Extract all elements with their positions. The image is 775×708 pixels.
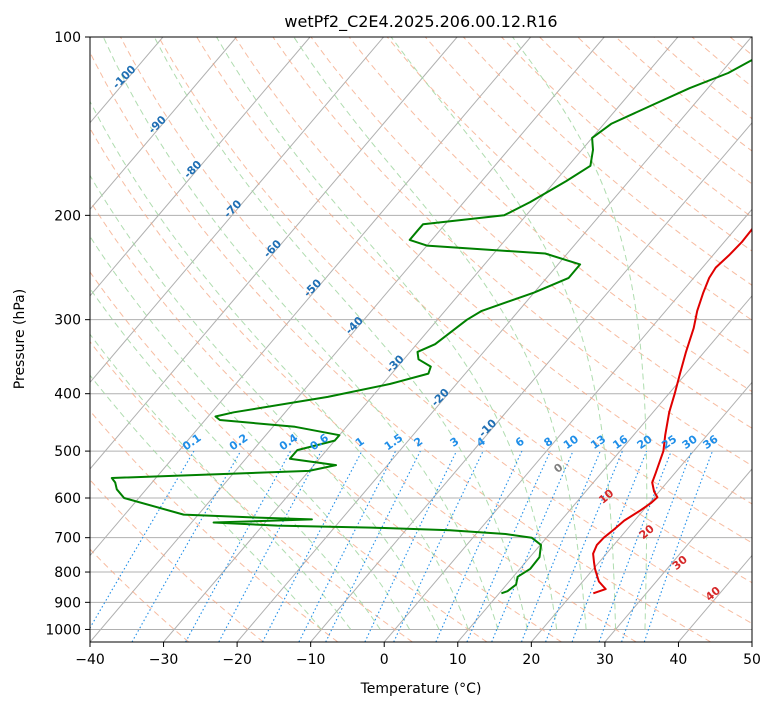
isotherm-line xyxy=(457,295,752,642)
moist-adiabat xyxy=(102,37,499,630)
x-tick-label: −40 xyxy=(75,652,105,668)
dry-adiabat xyxy=(272,37,752,467)
x-tick-label: −30 xyxy=(149,652,179,668)
isotherm-line xyxy=(90,37,237,211)
mixing-ratio-line xyxy=(545,450,623,642)
isotherm-line xyxy=(90,37,311,297)
dry-adiabat xyxy=(234,37,752,505)
isotherm-line xyxy=(90,37,532,557)
isotherm-line xyxy=(236,37,752,642)
y-tick-label: 800 xyxy=(54,565,81,581)
mixing-ratio-line xyxy=(298,450,397,642)
mixing-ratio-line xyxy=(598,450,672,642)
y-tick-label: 300 xyxy=(54,313,81,329)
mixing-ratio-line xyxy=(185,450,292,642)
x-tick-label: −20 xyxy=(222,652,252,668)
y-axis-title: Pressure (hPa) xyxy=(12,289,28,389)
dry-adiabat xyxy=(158,37,752,584)
dry-adiabat xyxy=(348,37,752,393)
y-tick-label: 600 xyxy=(54,491,81,507)
moist-adiabat xyxy=(293,37,587,630)
y-tick-label: 500 xyxy=(54,444,81,460)
dry-adiabat xyxy=(90,51,712,642)
x-tick-label: 20 xyxy=(522,652,540,668)
mixing-ratio-line xyxy=(621,450,693,642)
moist-adiabat xyxy=(90,333,352,630)
x-tick-label: 50 xyxy=(743,652,761,668)
x-tick-label: 10 xyxy=(449,652,467,668)
dry-adiabat xyxy=(90,548,190,642)
isotherm-line xyxy=(90,37,605,642)
plot-frame xyxy=(89,36,753,643)
isotherm-line xyxy=(751,641,752,642)
dry-adiabat xyxy=(90,200,562,642)
x-axis-title: Temperature (°C) xyxy=(360,681,482,697)
mixing-ratio-line xyxy=(571,450,648,642)
x-tick-label: 30 xyxy=(596,652,614,668)
dewpoint-profile-line xyxy=(110,58,752,595)
dry-adiabat xyxy=(310,37,752,429)
dry-adiabat xyxy=(90,479,264,642)
dry-adiabat xyxy=(768,37,775,642)
y-tick-label: 900 xyxy=(54,595,81,611)
moist-adiabat xyxy=(90,100,469,630)
moist-adiabat xyxy=(90,235,411,630)
moist-adiabat xyxy=(216,37,558,630)
dry-adiabat xyxy=(90,127,637,642)
mixing-ratio-line xyxy=(325,450,421,642)
mixing-ratio-line xyxy=(435,450,523,642)
isotherm-line xyxy=(604,468,752,642)
isotherm-line xyxy=(383,208,752,642)
dry-adiabat xyxy=(90,271,488,642)
moist-adiabat xyxy=(512,37,648,630)
moist-adiabat xyxy=(90,287,381,630)
dry-adiabat xyxy=(196,37,752,544)
y-tick-label: 100 xyxy=(54,30,81,46)
mixing-ratio-line xyxy=(520,450,601,642)
isotherm-line xyxy=(310,122,752,642)
isotherm-line xyxy=(90,37,384,384)
isotherm-line xyxy=(90,37,458,470)
chart-title: wetPf2_C2E4.2025.206.00.12.R16 xyxy=(284,12,557,32)
dry-adiabat xyxy=(120,37,752,624)
temperature-profile-line xyxy=(592,227,752,595)
y-tick-label: 200 xyxy=(54,208,81,224)
dry-adiabat xyxy=(386,37,752,357)
moist-adiabat xyxy=(153,37,528,630)
x-tick-label: 0 xyxy=(380,652,389,668)
y-tick-label: 400 xyxy=(54,387,81,403)
grid-layer xyxy=(90,37,752,642)
mixing-ratio-line xyxy=(466,450,551,642)
y-tick-label: 700 xyxy=(54,531,81,547)
mixing-ratio-line xyxy=(491,450,574,642)
mixing-ratio-line xyxy=(218,450,322,642)
isotherm-line xyxy=(530,381,752,642)
axis-layer: −40 −30 −20 −10 0 10 20 30 40 50 100 200 300 400 500 60… xyxy=(45,30,761,668)
mixing-ratio-line xyxy=(643,450,714,642)
moist-adiabat xyxy=(390,37,617,630)
x-tick-label: 40 xyxy=(670,652,688,668)
x-tick-label: −10 xyxy=(296,652,326,668)
series-layer xyxy=(110,58,752,595)
y-tick-label: 1000 xyxy=(45,622,81,638)
